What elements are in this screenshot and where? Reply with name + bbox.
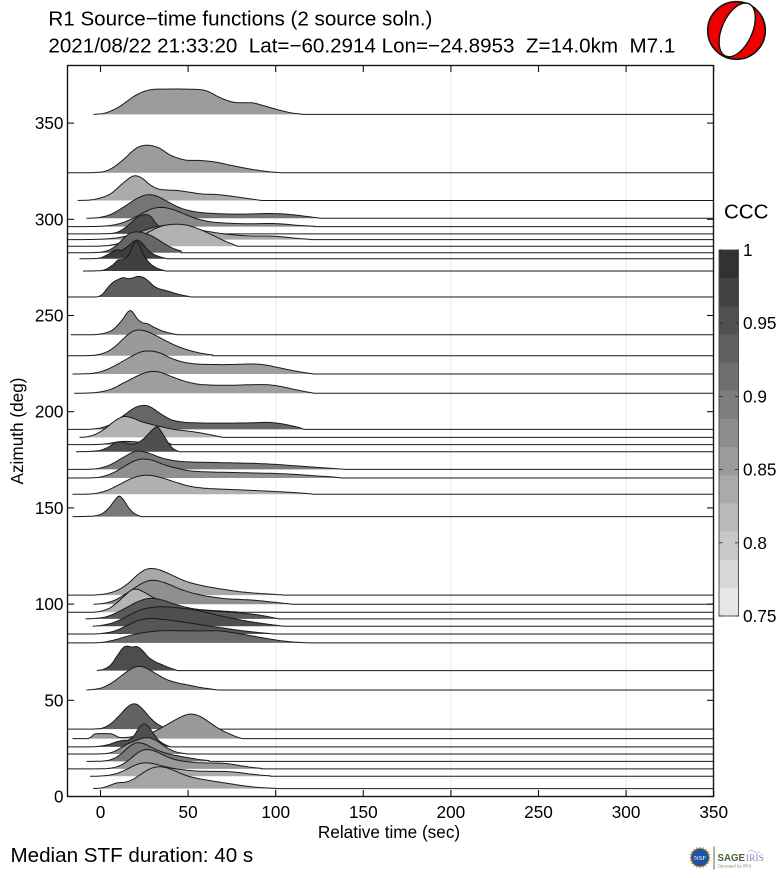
svg-text:1: 1 [743,240,753,260]
svg-text:IRIS: IRIS [746,854,764,864]
svg-text:Azimuth (deg): Azimuth (deg) [7,378,27,485]
svg-text:200: 200 [35,402,64,422]
svg-text:0: 0 [54,787,64,807]
svg-text:50: 50 [44,690,63,710]
svg-text:0.85: 0.85 [743,460,776,480]
svg-text:Operated by IRIS: Operated by IRIS [718,863,752,868]
svg-text:0.95: 0.95 [743,313,776,333]
svg-text:0.75: 0.75 [743,606,776,626]
svg-text:50: 50 [179,802,198,822]
svg-text:SAGE: SAGE [718,853,746,864]
svg-text:100: 100 [261,802,290,822]
svg-text:250: 250 [35,306,64,326]
svg-text:CCC: CCC [724,200,769,223]
svg-text:0: 0 [96,802,106,822]
svg-text:0.8: 0.8 [743,533,767,553]
svg-text:NSF: NSF [694,855,706,862]
svg-text:R1 Source−time functions (2 so: R1 Source−time functions (2 source soln.… [48,8,432,31]
svg-text:Relative time (sec): Relative time (sec) [318,822,460,842]
svg-text:150: 150 [35,498,64,518]
svg-text:300: 300 [612,802,641,822]
svg-text:250: 250 [524,802,553,822]
svg-text:350: 350 [35,113,64,133]
svg-text:0.9: 0.9 [743,386,767,406]
svg-text:2021/08/22 21:33:20 Lat=−60.2: 2021/08/22 21:33:20 Lat=−60.2914 Lon=−24… [48,35,675,58]
svg-text:300: 300 [35,209,64,229]
svg-text:200: 200 [437,802,466,822]
svg-text:350: 350 [699,802,728,822]
svg-text:100: 100 [35,594,64,614]
svg-text:Median STF duration: 40 s: Median STF duration: 40 s [11,844,254,867]
svg-text:150: 150 [349,802,378,822]
